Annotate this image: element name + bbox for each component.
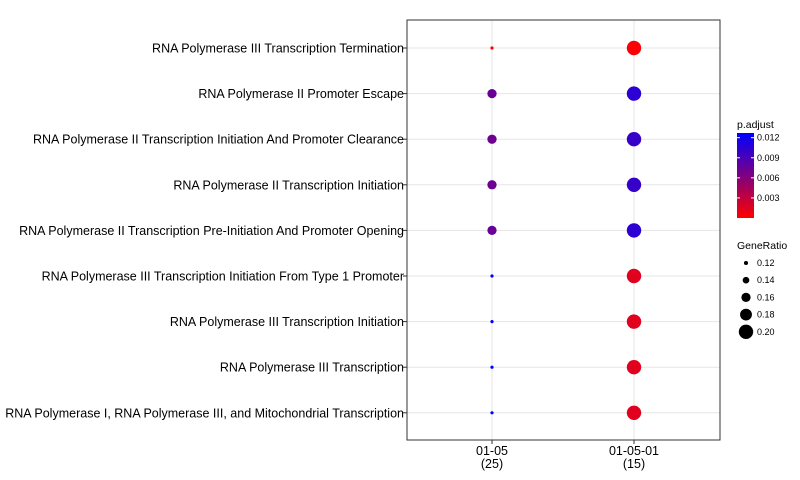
size-legend-label: 0.14 xyxy=(757,275,775,285)
color-legend-bar xyxy=(737,133,754,218)
plot-panel-border xyxy=(406,19,721,441)
x-tick-count-label: (25) xyxy=(481,457,503,471)
grid-lines xyxy=(407,20,720,440)
data-point xyxy=(490,320,494,324)
size-legend-label: 0.18 xyxy=(757,310,775,320)
data-points xyxy=(487,40,642,420)
y-tick-label: RNA Polymerase II Transcription Initiati… xyxy=(33,133,404,147)
data-point xyxy=(626,268,642,284)
data-point xyxy=(626,223,642,238)
data-point xyxy=(626,360,642,375)
x-tick-count-label: (15) xyxy=(623,457,645,471)
x-tick-label: 01-05 xyxy=(476,444,508,458)
x-axis-labels: 01-05(25) 01-05-01(15) xyxy=(476,440,659,471)
y-tick-label: RNA Polymerase III Transcription Initiat… xyxy=(42,270,404,284)
color-legend-tick-label: 0.003 xyxy=(757,193,780,203)
size-legend-title: GeneRatio xyxy=(737,240,787,252)
y-tick-label: RNA Polymerase II Transcription Pre-Init… xyxy=(19,224,404,238)
data-point xyxy=(487,225,497,236)
size-legend-key xyxy=(741,292,751,303)
data-point xyxy=(487,134,497,144)
data-point xyxy=(487,88,497,99)
y-axis-labels: RNA Polymerase III Transcription Termina… xyxy=(5,42,407,420)
color-legend-title: p.adjust xyxy=(737,119,774,131)
data-point xyxy=(490,411,494,415)
data-point xyxy=(490,46,494,50)
y-tick-label: RNA Polymerase I, RNA Polymerase III, an… xyxy=(5,406,404,420)
color-legend-tick-label: 0.012 xyxy=(757,133,780,143)
data-point xyxy=(626,314,642,329)
data-point xyxy=(626,40,642,56)
data-point xyxy=(626,86,642,101)
data-point xyxy=(487,180,497,190)
y-tick-label: RNA Polymerase II Promoter Escape xyxy=(198,87,404,101)
size-legend-key xyxy=(738,324,754,339)
x-tick-label: 01-05-01 xyxy=(609,444,659,458)
size-legend-label: 0.20 xyxy=(757,327,775,337)
data-point xyxy=(490,274,494,278)
size-legend-key xyxy=(743,260,749,266)
color-legend-tick-label: 0.009 xyxy=(757,153,780,163)
y-tick-label: RNA Polymerase III Transcription Termina… xyxy=(152,42,404,56)
data-point xyxy=(490,365,494,369)
size-legend-key xyxy=(742,276,750,284)
data-point xyxy=(626,132,642,147)
y-tick-label: RNA Polymerase II Transcription Initiati… xyxy=(173,178,404,192)
size-legend-label: 0.12 xyxy=(757,258,775,268)
size-legend-key xyxy=(740,308,752,321)
y-tick-label: RNA Polymerase III Transcription xyxy=(220,361,404,375)
color-legend-tick-label: 0.006 xyxy=(757,173,780,183)
legends: p.adjust 0.012 0.009 0.006 0.003 GeneRatio 0.1… xyxy=(737,119,787,339)
data-point xyxy=(626,177,642,192)
data-point xyxy=(626,405,642,420)
size-legend-label: 0.16 xyxy=(757,292,775,302)
y-tick-label: RNA Polymerase III Transcription Initiat… xyxy=(170,315,404,329)
